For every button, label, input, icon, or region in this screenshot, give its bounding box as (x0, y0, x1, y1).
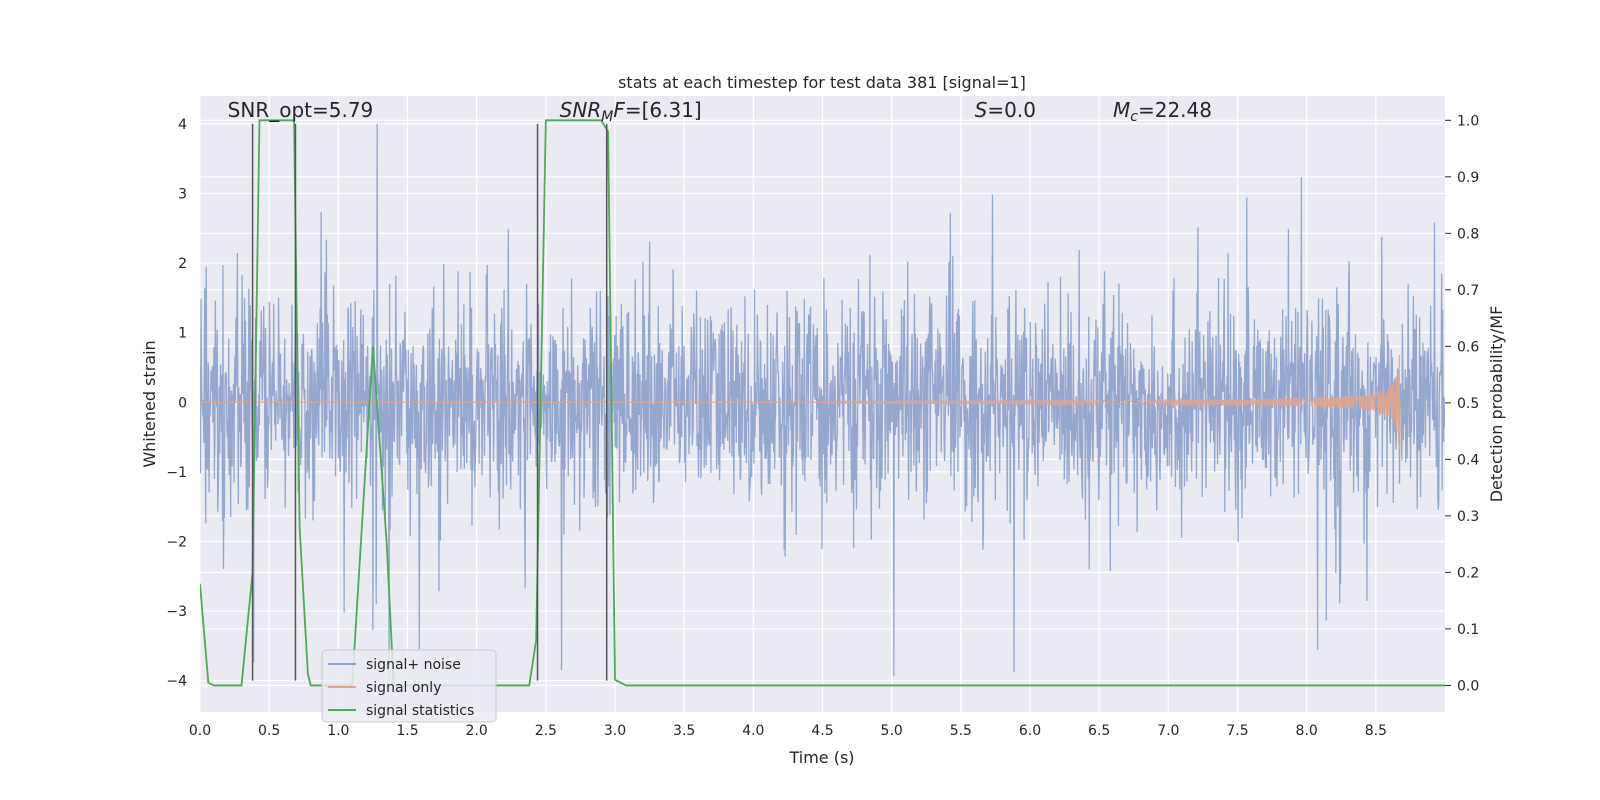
x-tick-label: 5.0 (881, 723, 903, 739)
x-tick-label: 3.0 (604, 723, 626, 739)
y-tick-label: 1 (178, 326, 187, 342)
x-tick-label: 6.0 (1019, 723, 1041, 739)
annotation-3: Mc=22.48 (1113, 98, 1212, 125)
y2-tick-label: 0.7 (1457, 283, 1479, 299)
x-axis-label: Time (s) (788, 748, 854, 767)
y-tick-label: −3 (166, 604, 187, 620)
y-tick-label: 0 (178, 395, 187, 411)
y2-tick-label: 0.0 (1457, 678, 1479, 694)
x-tick-label: 4.0 (742, 723, 764, 739)
x-tick-labels: 0.0 0.5 1.0 1.5 2.0 2.5 3.0 3.5 4.0 4.5 5.0 5.5 6.0 6… (189, 723, 1387, 739)
x-tick-label: 7.5 (1226, 723, 1248, 739)
y2-tick-labels: 1.0 0.9 0.8 0.7 0.6 0.5 0.4 0.3 0.2 0.1 0.0 (1445, 113, 1479, 694)
y-tick-labels: 4 3 2 1 0 −1 −2 −3 −4 (166, 117, 187, 690)
y2-tick-label: 0.3 (1457, 509, 1479, 525)
y-tick-label: −4 (166, 674, 187, 690)
y2-tick-label: 0.2 (1457, 565, 1479, 581)
x-tick-label: 6.5 (1088, 723, 1110, 739)
legend: signal+ noise signal only signal statistic… (321, 649, 497, 723)
y-axis-label: Whitened strain (140, 340, 159, 467)
vertical-markers (251, 123, 608, 681)
annotations: SNR_opt=5.79 SNRMF=[6.31] S=0.0 Mc=22.48 (228, 98, 1212, 125)
x-tick-label: 4.5 (811, 723, 833, 739)
y-tick-label: 3 (178, 186, 187, 202)
y-tick-label: −1 (166, 465, 187, 481)
x-tick-label: 2.5 (535, 723, 557, 739)
x-tick-label: 5.5 (950, 723, 972, 739)
x-tick-label: 0.5 (258, 723, 280, 739)
x-tick-label: 2.0 (466, 723, 488, 739)
y-tick-label: 2 (178, 256, 187, 272)
y2-tick-label: 0.6 (1457, 339, 1479, 355)
x-tick-label: 1.0 (327, 723, 349, 739)
y2-tick-label: 1.0 (1457, 113, 1479, 129)
y2-axis-label: Detection probability/MF (1487, 306, 1506, 503)
legend-label: signal only (366, 680, 441, 696)
y-tick-label: 4 (178, 117, 187, 133)
chart-title: stats at each timestep for test data 381… (618, 73, 1026, 92)
annotation-2: S=0.0 (975, 98, 1036, 122)
y2-tick-label: 0.1 (1457, 622, 1479, 638)
y2-tick-label: 0.5 (1457, 396, 1479, 412)
y2-tick-label: 0.4 (1457, 452, 1479, 468)
legend-label: signal statistics (366, 703, 474, 719)
x-tick-label: 1.5 (396, 723, 418, 739)
y2-tick-label: 0.9 (1457, 170, 1479, 186)
series-signal-statistics-line (200, 119, 1445, 687)
x-tick-label: 0.0 (189, 723, 211, 739)
series-signal-noise-line (200, 123, 1445, 681)
x-tick-label: 7.0 (1157, 723, 1179, 739)
x-tick-label: 8.0 (1296, 723, 1318, 739)
series-layer (200, 119, 1445, 687)
series-signal-only-line (821, 354, 1401, 452)
annotation-1: SNRMF=[6.31] (560, 98, 702, 125)
legend-box (321, 649, 497, 723)
legend-label: signal+ noise (366, 657, 461, 673)
annotation-0: SNR_opt=5.79 (228, 98, 374, 122)
y-tick-label: −2 (166, 534, 187, 550)
x-tick-label: 3.5 (673, 723, 695, 739)
x-tick-label: 8.5 (1365, 723, 1387, 739)
y2-tick-label: 0.8 (1457, 226, 1479, 242)
